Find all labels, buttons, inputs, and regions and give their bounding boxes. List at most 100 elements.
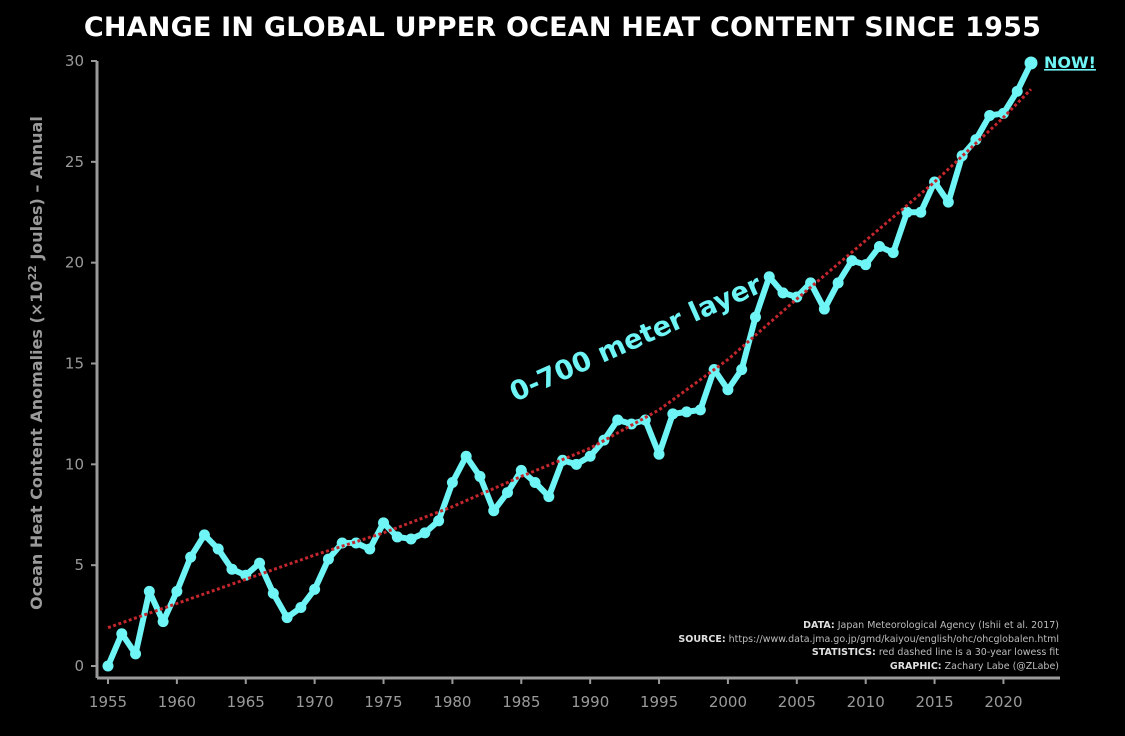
y-axis-label: Ocean Heat Content Anomalies (×1022 Joul…: [26, 116, 47, 610]
axes: [95, 61, 1060, 680]
x-tick-label: 1970: [296, 693, 334, 711]
latest-data-point: [1024, 56, 1038, 70]
ohc-data-point: [474, 470, 486, 482]
ohc-data-point: [391, 531, 403, 543]
credit-graphic-value: Zachary Labe (@ZLabe): [941, 660, 1059, 672]
ohc-data-point: [460, 450, 472, 462]
ohc-data-point: [832, 277, 844, 289]
ohc-data-point: [722, 384, 734, 396]
ohc-data-point: [405, 533, 417, 545]
x-tick-label: 2020: [984, 693, 1022, 711]
x-tick-label: 1995: [640, 693, 678, 711]
credit-source: SOURCE: https://www.data.jma.go.jp/gmd/k…: [678, 633, 1059, 647]
ohc-data-point: [584, 450, 596, 462]
ohc-data-point: [915, 206, 927, 218]
credit-graphic-key: GRAPHIC:: [889, 660, 942, 672]
x-tick-label: 2010: [847, 693, 885, 711]
credit-data-key: DATA:: [803, 620, 835, 631]
credits-block: DATA: Japan Meteorological Agency (Ishii…: [678, 619, 1059, 673]
lowess-fit-line: [107, 88, 1033, 630]
ohc-data-point: [336, 537, 348, 549]
y-axis-ticks: 0 5 10 15 20 25 30: [65, 52, 97, 675]
chart-title: CHANGE IN GLOBAL UPPER OCEAN HEAT CONTEN…: [83, 12, 1042, 43]
ohc-data-point: [502, 487, 514, 499]
now-annotation[interactable]: NOW!: [1044, 53, 1096, 72]
ohc-data-point: [929, 176, 941, 188]
ohc-data-point: [681, 406, 693, 418]
x-tick-label: 2005: [778, 693, 816, 711]
ohc-data-point: [102, 660, 114, 672]
ohc-data-point: [515, 464, 527, 476]
y-tick-label: 5: [74, 556, 84, 574]
ohc-data-point: [378, 517, 390, 529]
ohc-data-point: [322, 553, 334, 565]
series-group: [102, 56, 1038, 672]
x-tick-label: 1960: [158, 693, 196, 711]
ohc-data-point: [887, 247, 899, 259]
y-axis-label-prefix: Ocean Heat Content Anomalies (×10: [27, 281, 46, 610]
ohc-data-point: [653, 448, 665, 460]
ohc-data-point: [254, 557, 266, 569]
ohc-data-point: [267, 587, 279, 599]
credit-statistics-key: STATISTICS:: [811, 647, 876, 658]
x-tick-label: 2000: [709, 693, 747, 711]
ohc-data-point: [667, 408, 679, 420]
ohc-data-point: [997, 107, 1009, 119]
y-tick-label: 20: [65, 254, 84, 272]
ohc-data-point: [488, 505, 500, 517]
ohc-data-point: [791, 291, 803, 303]
ohc-data-point: [956, 150, 968, 162]
y-axis-label-suffix: Joules) – Annual: [27, 116, 46, 265]
ohc-data-point: [805, 277, 817, 289]
y-tick-label: 10: [65, 455, 84, 473]
ohc-data-point: [309, 583, 321, 595]
ohc-data-point: [694, 404, 706, 416]
x-tick-label: 2015: [915, 693, 953, 711]
ohc-data-point: [860, 259, 872, 271]
ohc-data-point: [295, 602, 307, 614]
ohc-data-point: [846, 255, 858, 267]
x-tick-label: 1980: [433, 693, 471, 711]
ohc-data-point: [143, 585, 155, 597]
y-tick-label: 0: [74, 657, 84, 675]
credit-graphic: GRAPHIC: Zachary Labe (@ZLabe): [678, 660, 1059, 674]
ohc-data-point: [749, 311, 761, 323]
credit-statistics-value: red dashed line is a 30-year lowess fit: [875, 647, 1059, 658]
ohc-data-point: [612, 414, 624, 426]
ohc-data-point: [171, 585, 183, 597]
ohc-data-point: [942, 196, 954, 208]
ohc-data-point: [543, 491, 555, 503]
x-tick-label: 1985: [502, 693, 540, 711]
ohc-data-point: [777, 287, 789, 299]
ohc-data-point: [529, 476, 541, 488]
credit-source-value[interactable]: https://www.data.jma.go.jp/gmd/kaiyou/en…: [725, 633, 1059, 645]
y-tick-label: 15: [65, 355, 84, 373]
ohc-data-point: [157, 616, 169, 628]
credit-source-key: SOURCE:: [678, 633, 726, 645]
y-tick-label: 30: [65, 52, 84, 70]
ohc-data-point: [212, 543, 224, 555]
x-tick-label: 1955: [89, 693, 127, 711]
x-tick-label: 1965: [227, 693, 265, 711]
ohc-data-point: [433, 515, 445, 527]
x-tick-label: 1990: [571, 693, 609, 711]
ohc-data-point: [763, 271, 775, 283]
ohc-data-point: [226, 563, 238, 575]
ohc-data-point: [198, 529, 210, 541]
ohc-data-point: [419, 527, 431, 539]
ohc-data-point: [570, 458, 582, 470]
credit-data: DATA: Japan Meteorological Agency (Ishii…: [678, 619, 1059, 633]
ohc-data-point: [130, 648, 142, 660]
y-axis-label-exponent: 22: [26, 265, 39, 280]
ohc-data-point: [736, 364, 748, 376]
ohc-data-point: [185, 551, 197, 563]
ohc-data-point: [970, 134, 982, 146]
ohc-data-point: [446, 476, 458, 488]
ohc-data-point: [1011, 85, 1023, 97]
credit-statistics: STATISTICS: red dashed line is a 30-year…: [678, 646, 1059, 660]
ohc-data-point: [873, 241, 885, 253]
ohc-data-point: [281, 612, 293, 624]
y-tick-label: 25: [65, 153, 84, 171]
credit-data-value: Japan Meteorological Agency (Ishii et al…: [834, 620, 1059, 631]
